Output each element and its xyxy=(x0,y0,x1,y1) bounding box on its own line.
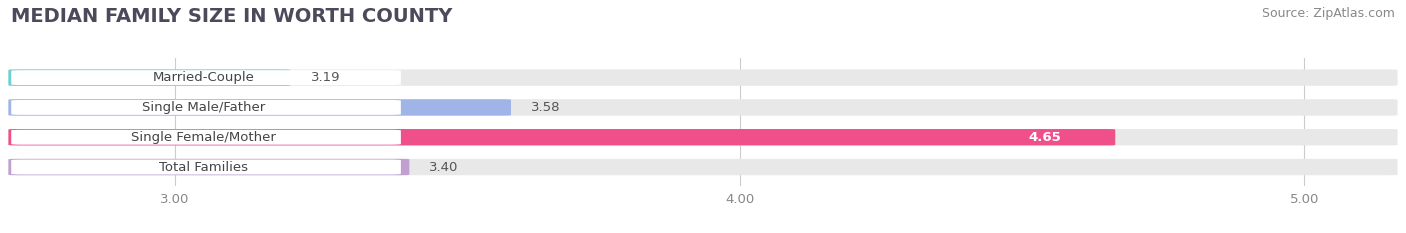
FancyBboxPatch shape xyxy=(8,159,409,175)
FancyBboxPatch shape xyxy=(11,100,401,115)
Text: Source: ZipAtlas.com: Source: ZipAtlas.com xyxy=(1261,7,1395,20)
FancyBboxPatch shape xyxy=(11,70,401,85)
FancyBboxPatch shape xyxy=(8,159,1398,175)
FancyBboxPatch shape xyxy=(8,69,1398,86)
Text: Total Families: Total Families xyxy=(159,161,247,174)
FancyBboxPatch shape xyxy=(11,160,401,175)
FancyBboxPatch shape xyxy=(8,69,291,86)
FancyBboxPatch shape xyxy=(8,129,1398,145)
Text: 4.65: 4.65 xyxy=(1029,131,1062,144)
Text: 3.40: 3.40 xyxy=(429,161,458,174)
Text: 3.58: 3.58 xyxy=(530,101,560,114)
FancyBboxPatch shape xyxy=(11,130,401,145)
Text: Single Female/Mother: Single Female/Mother xyxy=(131,131,276,144)
FancyBboxPatch shape xyxy=(8,99,510,116)
Text: MEDIAN FAMILY SIZE IN WORTH COUNTY: MEDIAN FAMILY SIZE IN WORTH COUNTY xyxy=(11,7,453,26)
Text: Married-Couple: Married-Couple xyxy=(152,71,254,84)
FancyBboxPatch shape xyxy=(8,99,1398,116)
Text: 3.19: 3.19 xyxy=(311,71,340,84)
FancyBboxPatch shape xyxy=(8,129,1115,145)
Text: Single Male/Father: Single Male/Father xyxy=(142,101,264,114)
